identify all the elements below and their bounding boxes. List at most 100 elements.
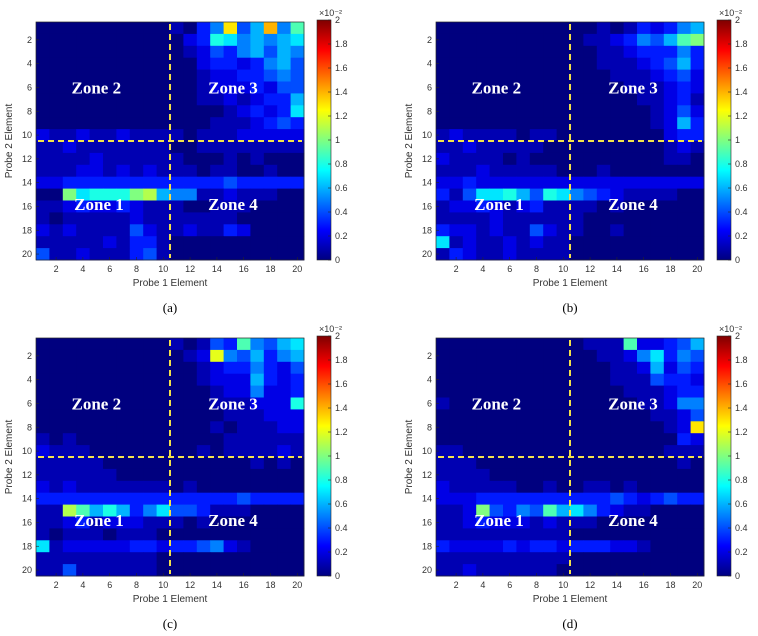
heatmap-cell (250, 45, 265, 59)
heatmap-cell (196, 93, 211, 106)
heatmap-cell (543, 200, 557, 213)
heatmap-cell (277, 176, 291, 189)
heatmap-cell (489, 540, 504, 553)
y-axis-label: Probe 2 Element (4, 104, 15, 179)
heatmap-cell (596, 564, 611, 577)
heatmap-cell (277, 349, 291, 363)
heatmap-cell (143, 200, 157, 213)
heatmap-cell (489, 409, 504, 422)
heatmap-cell (583, 33, 598, 47)
heatmap-cell (263, 445, 278, 458)
heatmap-cell (596, 212, 611, 225)
heatmap-cell (489, 516, 504, 529)
heatmap-cell (290, 45, 305, 59)
heatmap-cell (543, 164, 557, 178)
heatmap-cell (663, 188, 678, 201)
colorbar-tick-label: 0.8 (735, 159, 748, 169)
heatmap-cell (583, 248, 598, 261)
heatmap-cell (170, 141, 184, 154)
y-tick-label: 16 (22, 517, 32, 527)
heatmap-cell (556, 69, 571, 82)
heatmap-cell (170, 540, 184, 553)
x-tick-label: 18 (665, 580, 675, 590)
heatmap-cell (103, 200, 117, 213)
heatmap-cell (183, 349, 198, 363)
heatmap-cell (62, 409, 77, 422)
heatmap-cell (156, 236, 171, 249)
heatmap-cell (489, 224, 504, 237)
heatmap-cell (36, 141, 50, 154)
heatmap-cell (623, 212, 638, 225)
heatmap-cell (570, 33, 584, 47)
heatmap-cell (170, 492, 184, 505)
heatmap-cell (596, 164, 611, 178)
heatmap-cell (462, 93, 477, 106)
heatmap-cell (596, 188, 611, 201)
heatmap-cell (183, 552, 198, 565)
heatmap-cell (183, 361, 198, 375)
heatmap-cell (290, 176, 305, 189)
heatmap-cell (156, 433, 171, 446)
heatmap-cell (436, 457, 450, 470)
heatmap-cell (237, 200, 251, 213)
heatmap-cell (489, 492, 504, 505)
heatmap-cell (637, 236, 651, 249)
heatmap-cell (543, 236, 557, 249)
heatmap-cell (650, 397, 665, 410)
y-tick-label: 12 (422, 154, 432, 164)
colorbar-tick-label: 0.2 (335, 547, 348, 557)
heatmap-cell (170, 93, 184, 106)
heatmap-cell (663, 236, 678, 249)
heatmap-cell (49, 188, 64, 201)
heatmap-cell (543, 433, 557, 446)
heatmap-cell (623, 468, 638, 482)
heatmap-cell (196, 492, 211, 505)
heatmap-cell (596, 504, 611, 517)
heatmap-cell (263, 105, 278, 118)
heatmap-cell (503, 397, 517, 410)
heatmap-cell (156, 480, 171, 494)
x-tick-label: 2 (454, 264, 459, 274)
heatmap-cell (89, 176, 104, 189)
colorbar-scale-label: ×10⁻² (319, 324, 342, 334)
colorbar-scale-label: ×10⁻² (319, 8, 342, 18)
heatmap-cell (663, 105, 678, 118)
heatmap-cell (290, 492, 305, 505)
heatmap-cells (36, 338, 305, 577)
heatmap-cell (170, 385, 184, 398)
heatmap-cell (489, 57, 504, 70)
heatmap-cell (170, 433, 184, 446)
heatmap-cell (143, 212, 157, 225)
heatmap-cell (677, 57, 691, 70)
heatmap-cell (610, 409, 624, 422)
heatmap-cell (62, 433, 77, 446)
heatmap-cell (650, 117, 665, 130)
heatmap-cell (143, 164, 157, 178)
heatmap-cell (156, 492, 171, 505)
heatmap-cell (250, 552, 265, 565)
heatmap-cell (637, 117, 651, 130)
heatmap-cell (529, 248, 544, 261)
heatmap-cell (677, 81, 691, 94)
x-tick-label: 14 (212, 580, 222, 590)
heatmap-cell (196, 57, 211, 70)
heatmap-cell (476, 69, 490, 82)
heatmap-cell (196, 33, 211, 47)
heatmap-cell (116, 224, 131, 237)
heatmap-cell (210, 129, 224, 142)
heatmap-cell (570, 492, 584, 505)
heatmap-cell (103, 176, 117, 189)
heatmap-cell (583, 433, 598, 446)
heatmap-cell (623, 105, 638, 118)
heatmap-cell (76, 212, 90, 225)
heatmap-cell (529, 528, 544, 541)
heatmap-cell (516, 176, 531, 189)
heatmap-cell (237, 564, 251, 577)
heatmap-cell (129, 236, 144, 249)
heatmap-cell (516, 540, 531, 553)
heatmap-cell (103, 552, 117, 565)
heatmap-cell (462, 457, 477, 470)
heatmap-cell (196, 129, 211, 142)
heatmap-cell (62, 540, 77, 553)
heatmap-cell (183, 117, 198, 130)
